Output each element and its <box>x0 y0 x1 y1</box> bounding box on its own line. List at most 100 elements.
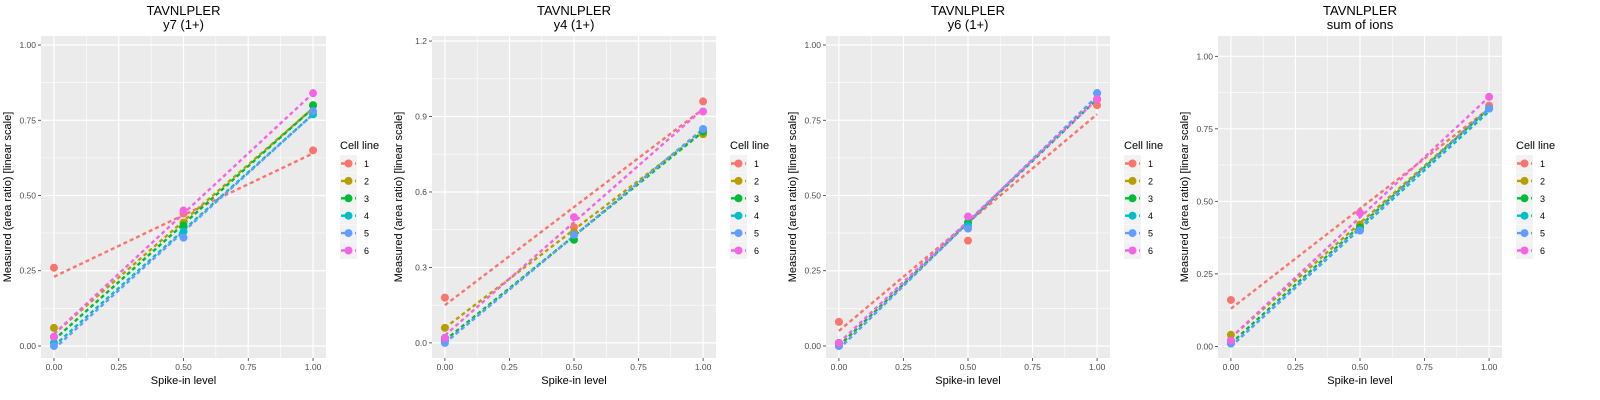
y-axis-label: Measured (area ratio) [linear scale] <box>393 112 405 283</box>
legend-key-point <box>734 194 743 203</box>
data-point-series-5 <box>49 341 58 350</box>
x-axis-label: Spike-in level <box>1327 375 1392 387</box>
legend-key-point <box>1128 194 1137 203</box>
y-tick-label: 0.00 <box>804 341 821 351</box>
y-tick-label: 1.2 <box>415 36 427 46</box>
data-point-series-6 <box>1093 95 1102 104</box>
legend-label: 3 <box>754 194 759 204</box>
x-tick-label: 0.00 <box>437 362 454 372</box>
legend-key-point <box>1128 246 1137 255</box>
y-axis-label: Measured (area ratio) [linear scale] <box>1179 112 1191 283</box>
data-point-series-6 <box>1485 92 1494 101</box>
legend-key-point <box>1128 211 1137 220</box>
x-tick-label: 0.50 <box>960 362 977 372</box>
chart-subtitle: y7 (1+) <box>163 17 204 32</box>
data-point-series-6 <box>964 212 972 221</box>
legend-key-point <box>734 211 743 220</box>
legend-key-point <box>1520 159 1529 168</box>
fit-line-series-1 <box>1230 107 1490 310</box>
legend: Cell line 1 2 3 4 5 6 <box>1516 140 1555 259</box>
legend-title: Cell line <box>340 140 379 152</box>
data-point-series-6 <box>49 332 58 341</box>
legend-label: 2 <box>1148 176 1153 186</box>
chart-subtitle: y6 (1+) <box>948 17 989 32</box>
legend-key-point <box>734 159 743 168</box>
data-point-series-3 <box>179 221 188 230</box>
data-point-series-5 <box>1485 104 1494 113</box>
y-tick-label: 0.50 <box>1196 196 1213 206</box>
data-point-series-1 <box>440 293 449 302</box>
chart-panel-1: 0.00 0.25 0.50 0.75 1.00 0.00 0.25 0.50 0.75 1.00… <box>2 3 379 387</box>
data-point-series-5 <box>699 125 708 134</box>
legend-key-point <box>344 176 353 185</box>
legend-key-point <box>1520 194 1529 203</box>
chart-title: TAVNLPLER <box>147 3 221 18</box>
legend-label: 5 <box>1540 229 1545 239</box>
legend-label: 1 <box>364 159 369 169</box>
y-tick-label: 0.25 <box>804 266 821 276</box>
fit-line-series-3 <box>444 130 704 342</box>
legend-label: 1 <box>1540 159 1545 169</box>
y-tick-label: 0.3 <box>415 262 427 272</box>
data-point-series-5 <box>570 230 578 239</box>
legend-title: Cell line <box>1124 140 1163 152</box>
legend-label: 5 <box>754 229 759 239</box>
legend-key-point <box>344 194 353 203</box>
x-tick-label: 1.00 <box>695 362 712 372</box>
chart-title: TAVNLPLER <box>1323 3 1397 18</box>
legend-key-point <box>734 246 743 255</box>
x-tick-label: 0.25 <box>1287 362 1304 372</box>
data-point-series-6 <box>440 333 449 342</box>
legend-key-point <box>1128 176 1137 185</box>
x-tick-label: 1.00 <box>1481 362 1498 372</box>
chart-panel-4: 0.00 0.25 0.50 0.75 1.00 0.00 0.25 0.50 0.75 1.00… <box>1179 3 1555 387</box>
data-point-series-6 <box>309 89 318 98</box>
legend: Cell line 1 2 3 4 5 6 <box>1124 140 1163 259</box>
data-point-series-6 <box>570 213 578 222</box>
y-tick-label: 0.50 <box>19 190 36 200</box>
legend-label: 5 <box>1148 229 1153 239</box>
data-point-series-5 <box>1093 89 1102 98</box>
chart-title: TAVNLPLER <box>537 3 611 18</box>
data-point-series-5 <box>179 233 188 242</box>
legend-key-point <box>734 229 743 238</box>
fit-line-series-3 <box>53 107 314 341</box>
y-tick-label: 1.00 <box>19 40 36 50</box>
x-tick-label: 0.00 <box>831 362 848 372</box>
legend-label: 2 <box>364 176 369 186</box>
y-tick-label: 0.00 <box>1196 341 1213 351</box>
y-tick-label: 0.50 <box>804 190 821 200</box>
data-point-series-1 <box>699 97 708 106</box>
chart-title: TAVNLPLER <box>931 3 1005 18</box>
data-point-series-5 <box>1356 226 1364 235</box>
y-tick-label: 0.9 <box>415 112 427 122</box>
x-tick-label: 0.75 <box>1024 362 1041 372</box>
legend-label: 4 <box>1148 211 1153 221</box>
legend-key-point <box>1128 229 1137 238</box>
legend-label: 3 <box>1148 194 1153 204</box>
y-tick-label: 0.75 <box>804 115 821 125</box>
fit-line-series-6 <box>444 108 704 337</box>
legend-key-point <box>1520 211 1529 220</box>
data-point-series-2 <box>1226 330 1235 339</box>
y-tick-label: 1.00 <box>804 40 821 50</box>
legend-key-point <box>344 211 353 220</box>
fit-line-series-5 <box>53 113 314 350</box>
legend: Cell line 1 2 3 4 5 6 <box>340 140 379 259</box>
fit-line-series-1 <box>444 107 704 307</box>
chart-subtitle: sum of ions <box>1327 17 1394 32</box>
legend-key-point <box>734 176 743 185</box>
x-tick-label: 0.75 <box>630 362 647 372</box>
fit-line-series-2 <box>1230 107 1490 339</box>
data-point-series-1 <box>1093 101 1102 110</box>
data-point-series-1 <box>49 263 58 272</box>
legend-key-point <box>1520 176 1529 185</box>
y-tick-label: 0.25 <box>19 266 36 276</box>
data-point-series-5 <box>964 224 972 233</box>
legend-label: 4 <box>754 211 759 221</box>
legend-key-point <box>344 159 353 168</box>
y-tick-label: 0.25 <box>1196 269 1213 279</box>
legend-label: 2 <box>1540 176 1545 186</box>
fit-line-series-4 <box>53 113 314 347</box>
